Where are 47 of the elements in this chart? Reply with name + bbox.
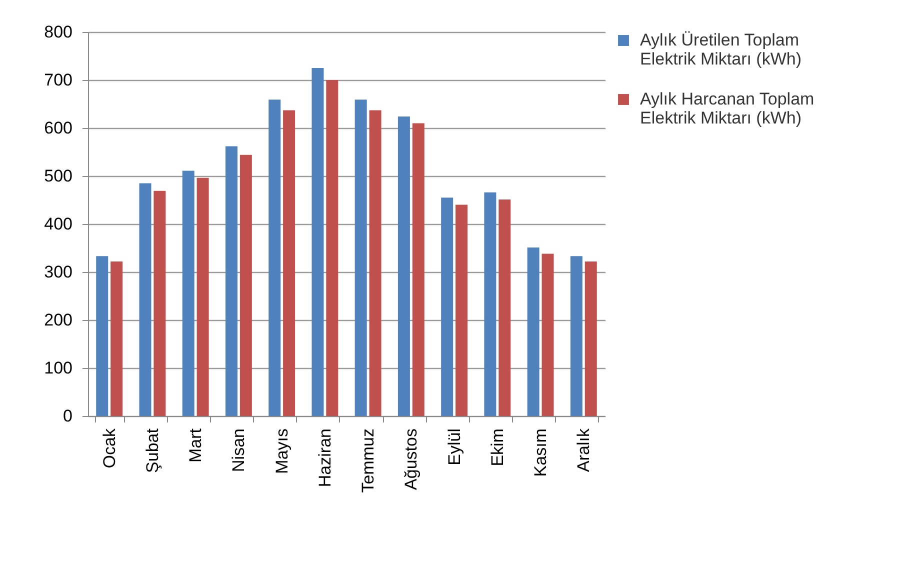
- bar: [268, 100, 281, 416]
- x-tick-label: Mayıs: [272, 428, 292, 474]
- x-tick-label: Haziran: [315, 428, 334, 488]
- bar: [283, 110, 296, 416]
- bar: [398, 116, 410, 416]
- y-tick-label: 500: [44, 166, 72, 186]
- x-tick-label: Nisan: [229, 428, 248, 472]
- x-tick-label: Temmuz: [358, 428, 378, 493]
- bar: [225, 146, 238, 416]
- x-tick-label: Aralık: [574, 428, 594, 472]
- x-tick-label: Kasım: [531, 428, 550, 477]
- bar: [96, 256, 108, 416]
- bar: [527, 248, 540, 416]
- x-tick-label: Ekim: [488, 428, 507, 466]
- bar: [570, 256, 582, 416]
- y-tick-label: 200: [44, 310, 72, 330]
- bar: [369, 110, 382, 416]
- bar: [498, 200, 511, 416]
- x-tick-label: Ocak: [100, 428, 119, 468]
- x-tick-label: Mart: [186, 428, 206, 462]
- bar: [110, 261, 123, 416]
- bar: [354, 100, 367, 416]
- bar: [154, 190, 166, 416]
- y-tick-label: 400: [44, 214, 72, 234]
- x-tick-label: Eylül: [444, 428, 464, 466]
- legend-label: Aylık Üretilen Toplam Elektrik Miktarı (kWh): [640, 30, 802, 68]
- x-tick-label: Şubat: [142, 428, 162, 473]
- y-tick-label: 800: [44, 22, 72, 42]
- bar: [456, 204, 468, 416]
- bar: [196, 178, 209, 416]
- bar: [326, 80, 338, 416]
- bar: [441, 198, 454, 416]
- y-tick-label: 100: [44, 358, 72, 378]
- bar: [484, 192, 496, 416]
- y-tick-label: 600: [44, 118, 72, 138]
- y-tick-label: 0: [63, 406, 72, 426]
- y-tick-label: 700: [44, 70, 72, 90]
- bar: [584, 261, 597, 416]
- bar: [182, 170, 194, 416]
- legend-label: Aylık Harcanan Toplam Elektrik Miktarı (kWh): [640, 90, 814, 128]
- bar: [542, 254, 554, 416]
- x-tick-label: Ağustos: [402, 428, 421, 490]
- bar: [139, 183, 152, 416]
- bar: [312, 68, 324, 416]
- bar: [412, 123, 424, 416]
- bar: [240, 154, 252, 416]
- y-tick-label: 300: [44, 262, 72, 282]
